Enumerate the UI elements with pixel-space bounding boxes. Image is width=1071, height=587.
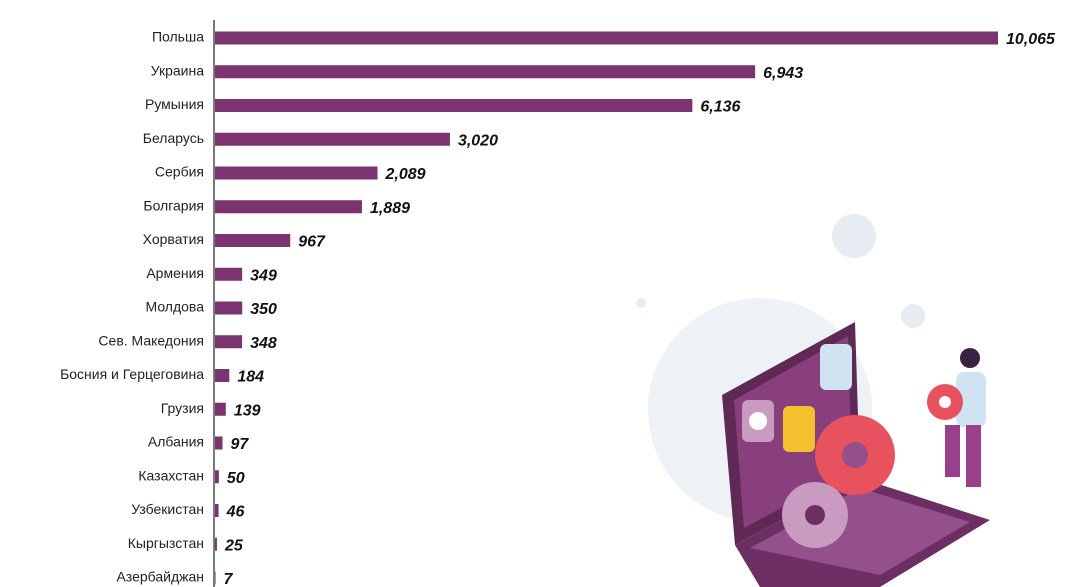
bar bbox=[215, 133, 450, 146]
value-label: 1,889 bbox=[370, 200, 410, 217]
category-label: Беларусь bbox=[143, 130, 204, 146]
bar bbox=[215, 32, 998, 45]
bar bbox=[215, 200, 362, 213]
category-label: Босния и Герцеговина bbox=[60, 366, 204, 382]
value-label: 350 bbox=[250, 301, 277, 318]
value-label: 6,136 bbox=[700, 99, 740, 116]
value-label: 2,089 bbox=[385, 166, 426, 183]
category-label: Кыргызстан bbox=[128, 535, 204, 551]
value-label: 348 bbox=[250, 335, 277, 352]
value-label: 139 bbox=[234, 402, 261, 419]
value-label: 46 bbox=[226, 504, 245, 521]
bar bbox=[215, 572, 216, 585]
value-label: 50 bbox=[227, 470, 245, 487]
bar bbox=[215, 234, 290, 247]
category-label: Украина bbox=[151, 62, 205, 78]
bar bbox=[215, 268, 242, 281]
category-label: Сербия bbox=[155, 164, 204, 180]
bar bbox=[215, 167, 378, 180]
bar bbox=[215, 504, 219, 517]
illustration bbox=[636, 214, 990, 587]
category-label: Албания bbox=[148, 434, 204, 450]
value-label: 7 bbox=[224, 571, 234, 587]
value-label: 6,943 bbox=[763, 65, 803, 82]
category-label: Сев. Македония bbox=[98, 332, 204, 348]
bar bbox=[215, 369, 229, 382]
category-label: Грузия bbox=[161, 400, 204, 416]
bar bbox=[215, 302, 242, 315]
value-label: 3,020 bbox=[458, 132, 498, 149]
value-label: 184 bbox=[237, 369, 264, 386]
category-label: Азербайджан bbox=[116, 569, 204, 585]
bar bbox=[215, 335, 242, 348]
category-label: Молдова bbox=[146, 299, 205, 315]
bar bbox=[215, 538, 217, 551]
value-label: 349 bbox=[250, 267, 277, 284]
value-label: 97 bbox=[231, 436, 250, 453]
category-label: Узбекистан bbox=[131, 501, 204, 517]
bar bbox=[215, 470, 219, 483]
bar bbox=[215, 99, 692, 112]
value-label: 967 bbox=[298, 234, 326, 251]
category-label: Армения bbox=[146, 265, 204, 281]
value-label: 25 bbox=[224, 537, 244, 554]
category-label: Польша bbox=[152, 29, 204, 45]
page: Польша 10,065 Украина 6,943 Румыния 6,136 Бела… bbox=[0, 0, 1071, 587]
category-label: Болгария bbox=[143, 197, 204, 213]
bar bbox=[215, 403, 226, 416]
category-label: Румыния bbox=[145, 96, 204, 112]
bar bbox=[215, 437, 223, 450]
value-label: 10,065 bbox=[1006, 31, 1056, 48]
chart: Польша 10,065 Украина 6,943 Румыния 6,136 Бела… bbox=[0, 0, 1071, 587]
category-label: Хорватия bbox=[143, 231, 204, 247]
category-label: Казахстан bbox=[138, 467, 204, 483]
bar bbox=[215, 65, 755, 78]
